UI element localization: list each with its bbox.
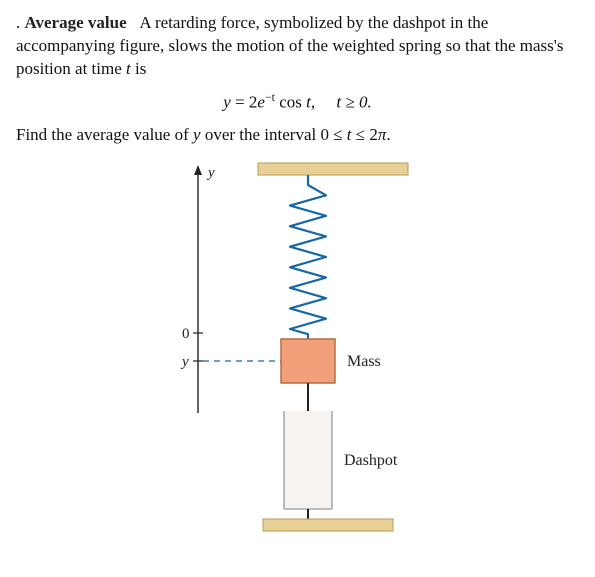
eq-eq: = 2 [231,92,258,111]
svg-text:y: y [206,165,215,181]
equation: y = 2e−t cos t, t ≥ 0. [16,89,579,115]
eq-var2: t, [306,92,315,111]
p2a: Find the average value of [16,125,193,144]
svg-text:Dashpot: Dashpot [344,452,398,469]
problem-text: . Average value A retarding force, symbo… [16,12,579,81]
eq-exp: −t [265,90,275,104]
p2c: ≤ 2 [352,125,378,144]
eq-e: e [257,92,265,111]
eq-cos: cos [275,92,306,111]
heading-title: Average value [25,13,127,32]
p2d: . [386,125,390,144]
figure-svg: y 0 y Mass Dashpot [138,153,458,553]
para-2: Find the average value of y over the int… [16,124,579,147]
svg-text:0: 0 [182,326,190,342]
figure: y 0 y Mass Dashpot [16,153,579,553]
heading-prefix: . [16,13,25,32]
svg-text:y: y [180,354,189,370]
para-1b: is [131,59,147,78]
p2y: y [193,125,201,144]
eq-cond: t ≥ 0. [336,92,371,111]
svg-text:Mass: Mass [347,353,381,370]
eq-lhs: y [223,92,231,111]
p2b: over the interval 0 ≤ [201,125,347,144]
